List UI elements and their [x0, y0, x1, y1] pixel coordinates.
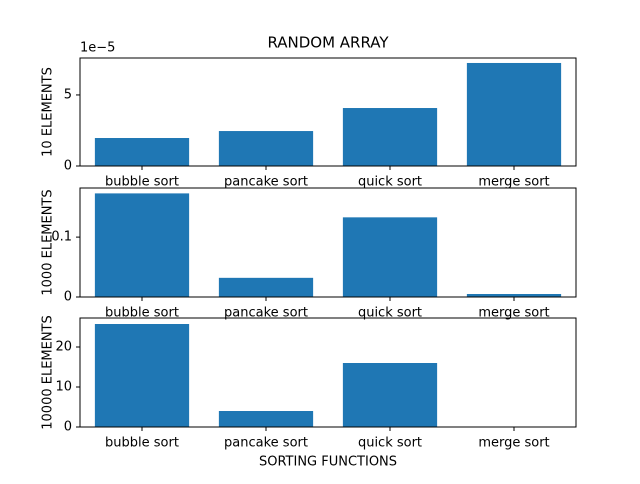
bar [219, 278, 313, 297]
x-axis-label: SORTING FUNCTIONS [259, 455, 397, 470]
x-tick-label: pancake sort [224, 436, 308, 451]
y-axis-label: 10 ELEMENTS [41, 67, 56, 157]
bar [95, 324, 189, 427]
y-tick-label: 0 [64, 290, 72, 305]
x-tick-label: pancake sort [224, 175, 308, 190]
x-tick-label: quick sort [358, 436, 422, 451]
bar [343, 108, 437, 166]
bar [343, 363, 437, 427]
y-tick-label: 5 [64, 87, 72, 102]
x-tick-label: merge sort [478, 436, 549, 451]
y-tick-label: 10 [55, 380, 72, 395]
bar [95, 193, 189, 297]
bar [95, 138, 189, 166]
y-axis-label: 10000 ELEMENTS [41, 315, 56, 430]
bar [219, 411, 313, 427]
y-tick-label: 0 [64, 159, 72, 174]
bar [467, 63, 561, 166]
bar [219, 131, 313, 166]
x-tick-label: bubble sort [105, 436, 179, 451]
x-tick-label: quick sort [358, 175, 422, 190]
y-axis-label: 1000 ELEMENTS [41, 189, 56, 295]
x-tick-label: bubble sort [105, 175, 179, 190]
bar [343, 217, 437, 297]
x-tick-label: merge sort [478, 175, 549, 190]
y-tick-label: 0 [64, 420, 72, 435]
y-offset-label: 1e−5 [80, 41, 115, 56]
chart-title: RANDOM ARRAY [267, 34, 389, 52]
y-tick-label: 20 [55, 340, 72, 355]
